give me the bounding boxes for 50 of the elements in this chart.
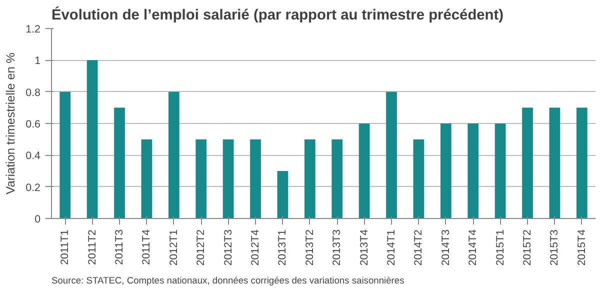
y-tick-label: 0.6 xyxy=(26,118,41,130)
x-tick-label: 2015T2 xyxy=(522,229,534,266)
x-tick-label: 2014T2 xyxy=(412,229,425,266)
x-tick-label: 2011T2 xyxy=(86,229,98,265)
y-tick-label: 0 xyxy=(34,214,41,226)
x-tick-label: 2011T4 xyxy=(140,229,153,265)
x-tick-label: 2012T3 xyxy=(222,229,234,266)
bar xyxy=(576,108,588,218)
bar xyxy=(386,92,397,218)
bar xyxy=(86,60,98,218)
bar xyxy=(549,108,560,218)
bar xyxy=(277,171,288,218)
x-tick-label: 2012T1 xyxy=(168,229,180,266)
x-tick-label: 2015T1 xyxy=(494,229,506,266)
x-tick-label: 2014T3 xyxy=(440,229,452,266)
bar xyxy=(522,108,533,218)
bar xyxy=(114,108,125,218)
bar xyxy=(440,124,452,218)
x-tick-label: 2015T3 xyxy=(548,229,561,266)
y-tick-label: 0.8 xyxy=(26,86,41,99)
bar xyxy=(168,92,180,218)
chart-title: Évolution de l’emploi salarié (par rapport au trimestre précédent) xyxy=(52,6,504,24)
x-tick-label: 2013T2 xyxy=(304,229,316,266)
bar xyxy=(250,139,261,218)
y-axis-title: Variation trimestrielle en % xyxy=(4,52,18,194)
x-tick-label: 2011T3 xyxy=(114,229,126,265)
y-tick-label: 0.2 xyxy=(26,182,41,194)
x-tick-label: 2013T4 xyxy=(358,229,370,266)
x-tick-label: 2014T4 xyxy=(467,229,480,266)
bar xyxy=(304,139,316,218)
bar xyxy=(196,139,207,218)
x-tick-label: 2011T1 xyxy=(59,229,72,265)
bar xyxy=(494,124,506,218)
x-tick-label: 2012T2 xyxy=(195,229,208,266)
bar xyxy=(468,124,479,218)
x-tick-label: 2012T4 xyxy=(250,229,262,266)
y-tick-label: 1.2 xyxy=(26,24,41,36)
bar xyxy=(141,139,152,218)
bar xyxy=(332,139,343,218)
bar xyxy=(413,139,424,218)
bar xyxy=(222,139,234,218)
x-tick-label: 2013T3 xyxy=(331,229,344,266)
bar xyxy=(60,92,71,218)
y-tick-label: 0.4 xyxy=(26,150,41,162)
x-tick-label: 2015T4 xyxy=(576,229,588,266)
x-tick-label: 2014T1 xyxy=(386,229,398,266)
source-note: Source: STATEC, Comptes nationaux, données corrigées des variations saisonnières xyxy=(52,276,405,286)
y-tick-label: 1 xyxy=(34,55,41,68)
bar xyxy=(358,124,370,218)
x-tick-label: 2013T1 xyxy=(276,229,289,266)
